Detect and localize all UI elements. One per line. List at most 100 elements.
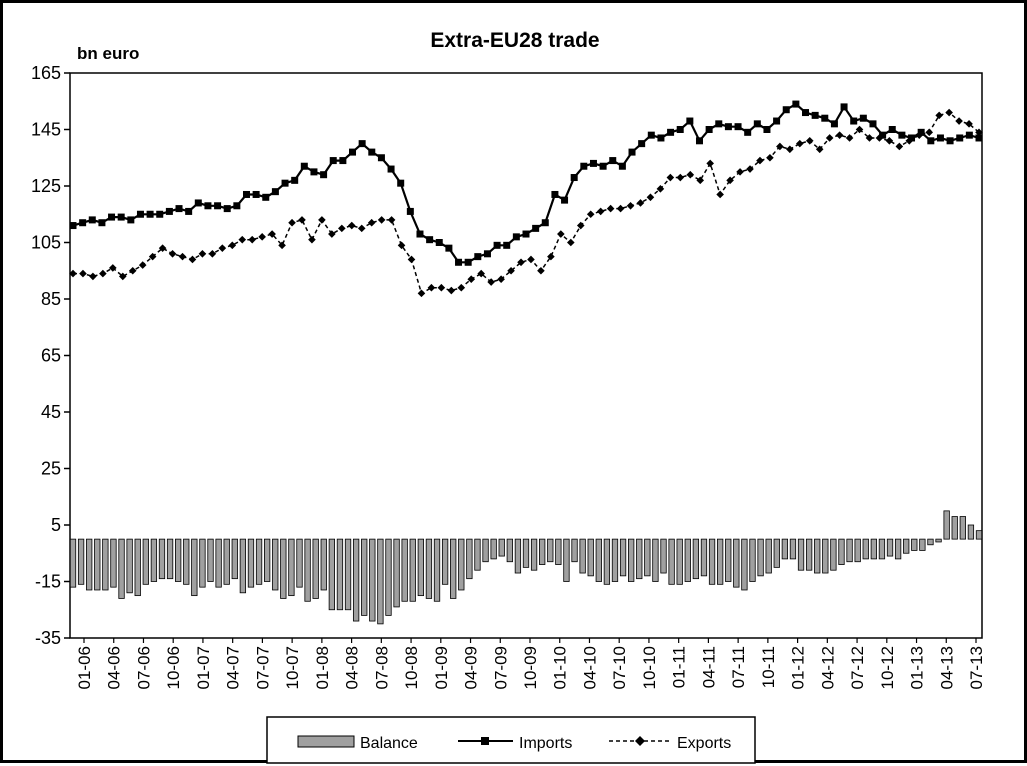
- balance-bar: [555, 538, 562, 565]
- balance-bar: [749, 538, 756, 582]
- exports-point: [795, 139, 804, 148]
- imports-point: [715, 120, 723, 128]
- exports-point: [746, 165, 754, 173]
- imports-point: [532, 224, 540, 232]
- x-tick-label: 04-12: [818, 646, 837, 689]
- exports-point: [547, 252, 555, 261]
- exports-point: [656, 185, 665, 193]
- balance-bar: [684, 538, 691, 582]
- imports-point: [387, 165, 395, 173]
- exports-point: [606, 204, 615, 213]
- exports-point: [407, 255, 416, 264]
- balance-bar: [830, 538, 837, 571]
- balance-bar: [676, 538, 683, 585]
- exports-point: [178, 252, 187, 261]
- exports-point: [955, 117, 963, 125]
- x-tick-label: 10-07: [283, 646, 302, 689]
- imports-point: [618, 162, 626, 170]
- balance-bar: [69, 538, 77, 588]
- balance-bar: [539, 538, 546, 565]
- exports-point: [756, 156, 764, 165]
- exports-point: [696, 176, 705, 185]
- x-tick-label: 04-10: [580, 646, 599, 689]
- balance-bar: [490, 538, 497, 560]
- legend-item-imports: Imports: [458, 735, 572, 752]
- balance-bar: [805, 538, 813, 571]
- exports-point: [278, 241, 286, 250]
- balance-bar: [506, 538, 513, 563]
- imports-point: [262, 193, 270, 201]
- balance-bar: [110, 538, 117, 588]
- x-tick-label: 01-06: [75, 646, 94, 689]
- x-tick-label: 07-11: [729, 646, 748, 688]
- imports-point: [464, 258, 472, 266]
- imports-point: [156, 210, 164, 218]
- balance-bar: [150, 538, 158, 582]
- imports-point: [773, 117, 781, 125]
- imports-point: [792, 100, 800, 108]
- balance-bar: [441, 538, 449, 585]
- balance-bar: [781, 538, 789, 560]
- balance-bar: [304, 538, 311, 602]
- x-tick-label: 07-06: [134, 646, 153, 689]
- imports-point: [108, 213, 116, 221]
- balance-bar: [482, 538, 489, 563]
- x-tick-label: 04-11: [699, 646, 718, 688]
- exports-point: [198, 250, 207, 258]
- exports-point: [248, 235, 257, 244]
- y-tick-label: 85: [41, 289, 61, 309]
- exports-point: [975, 128, 983, 137]
- imports-point: [435, 239, 443, 246]
- balance-bar: [903, 538, 910, 554]
- x-tick-label: 01-13: [908, 646, 927, 689]
- x-tick-label: 10-09: [521, 646, 540, 689]
- exports-point: [935, 111, 943, 120]
- balance-bar: [628, 538, 635, 582]
- imports-point: [127, 216, 135, 224]
- balance-bar: [514, 538, 522, 574]
- balance-bar: [288, 538, 295, 597]
- imports-point: [214, 202, 222, 210]
- balance-bar: [660, 538, 667, 574]
- balance-bar: [797, 538, 805, 571]
- exports-point: [706, 159, 714, 168]
- imports-point: [667, 128, 675, 136]
- imports-point: [474, 253, 482, 261]
- balance-bar: [773, 538, 780, 568]
- exports-point: [666, 173, 675, 182]
- exports-point: [109, 264, 117, 272]
- exports-point: [507, 266, 515, 275]
- balance-bar: [878, 538, 886, 560]
- imports-point: [744, 128, 752, 136]
- x-tick-label: 04-08: [343, 646, 362, 689]
- balance-bar: [450, 538, 457, 599]
- exports-point: [965, 120, 973, 128]
- balance-bar: [223, 538, 230, 585]
- balance-bar: [433, 538, 441, 602]
- imports-point: [503, 241, 511, 249]
- exports-point: [477, 269, 485, 278]
- balance-bar: [458, 538, 465, 591]
- y-tick-label: 105: [31, 233, 61, 253]
- imports-point: [117, 213, 125, 221]
- imports-point: [917, 128, 925, 136]
- imports-point: [561, 196, 569, 204]
- balance-bar: [814, 538, 821, 574]
- exports-point: [188, 255, 197, 264]
- imports-point: [541, 219, 549, 227]
- balance-bar: [191, 538, 198, 597]
- balance-bar: [393, 538, 400, 608]
- x-tick-label: 07-10: [610, 646, 629, 689]
- balance-bar: [280, 538, 287, 599]
- x-tick-label: 04-09: [462, 646, 481, 689]
- exports-point: [686, 170, 695, 179]
- legend-marker-imports: [481, 737, 489, 745]
- imports-point: [291, 176, 299, 184]
- imports-point: [580, 162, 588, 170]
- exports-point: [576, 221, 585, 230]
- balance-bar: [870, 538, 877, 560]
- balance-bar: [838, 538, 845, 565]
- imports-point: [271, 188, 279, 196]
- exports-point: [69, 269, 77, 278]
- x-tick-label: 04-06: [105, 646, 124, 689]
